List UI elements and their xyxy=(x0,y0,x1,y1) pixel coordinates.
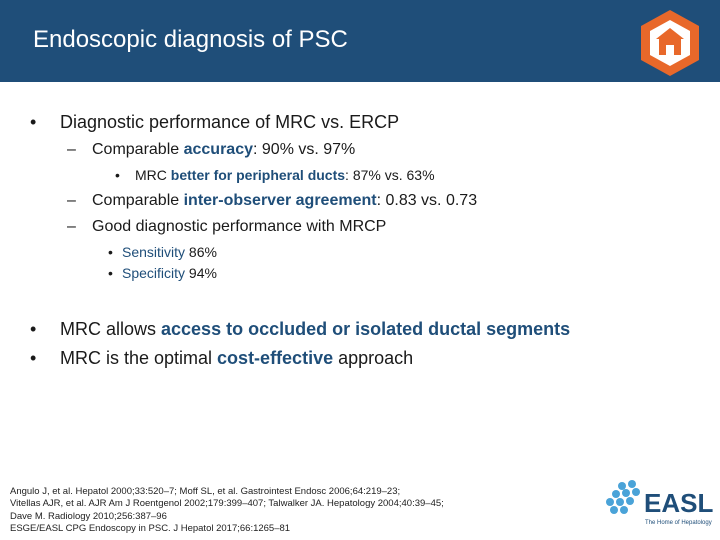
bullet-text: approach xyxy=(333,348,414,368)
bullet-text: 86% xyxy=(185,244,217,260)
sub-bullet-agreement: – Comparable inter-observer agreement: 0.… xyxy=(67,192,477,210)
bullet-text: MRC xyxy=(135,167,171,183)
reference-line: Dave M. Radiology 2010;256:387–96 xyxy=(10,510,167,522)
highlight-text: cost-effective xyxy=(217,348,334,368)
highlight-text: inter-observer agreement xyxy=(183,192,377,209)
home-icon[interactable] xyxy=(638,8,702,78)
bullet-text: : 87% vs. 63% xyxy=(345,167,435,183)
bullet-text: : 90% vs. 97% xyxy=(253,141,356,158)
bullet-text: : 0.83 vs. 0.73 xyxy=(376,192,478,209)
bullet-cost-effective: • MRC is the optimal cost-effective appro… xyxy=(30,348,413,369)
reference-line: ESGE/EASL CPG Endoscopy in PSC. J Hepato… xyxy=(10,522,291,534)
sub-sub-bullet-specificity: • Specificity 94% xyxy=(108,265,217,281)
bullet-marker: • xyxy=(30,348,37,368)
bullet-marker: • xyxy=(30,112,37,132)
sub-bullet-accuracy: – Comparable accuracy: 90% vs. 97% xyxy=(67,141,355,159)
bullet-marker: – xyxy=(67,192,76,209)
highlight-text: access to occluded or isolated ductal se… xyxy=(161,319,571,339)
sub-sub-bullet-sensitivity: • Sensitivity 86% xyxy=(108,244,217,260)
highlight-text: Specificity xyxy=(122,265,186,281)
highlight-text: better for peripheral ducts xyxy=(170,167,346,183)
bullet-text: Comparable xyxy=(92,192,184,209)
bullet-text: Diagnostic performance of MRC vs. ERCP xyxy=(60,112,400,132)
bullet-marker: • xyxy=(30,319,37,339)
bullet-text: MRC is the optimal xyxy=(60,348,218,368)
bullet-text: 94% xyxy=(185,265,217,281)
bullet-marker: – xyxy=(67,141,76,158)
sub-bullet-mrcp: – Good diagnostic performance with MRCP xyxy=(67,218,386,236)
reference-line: Vitellas AJR, et al. AJR Am J Roentgenol… xyxy=(10,498,444,510)
bullet-marker: • xyxy=(115,167,120,183)
bullet-text: MRC allows xyxy=(60,319,162,339)
slide-header: Endoscopic diagnosis of PSC xyxy=(0,0,720,82)
easl-logo-dots-icon xyxy=(606,480,640,514)
easl-logo-wordmark: EASL xyxy=(644,488,713,518)
easl-logo: EASL The Home of Hepatology xyxy=(606,480,713,526)
bullet-marker: • xyxy=(108,265,113,281)
references: Angulo J, et al. Hepatol 2000;33:520–7; … xyxy=(10,486,444,535)
bullet-marker: – xyxy=(67,218,76,235)
highlight-text: Sensitivity xyxy=(122,244,186,260)
sub-sub-bullet-peripheral: • MRC better for peripheral ducts: 87% vs… xyxy=(115,167,435,183)
bullet-text: Good diagnostic performance with MRCP xyxy=(92,218,387,235)
bullet-text: Comparable xyxy=(92,141,184,158)
bullet-marker: • xyxy=(108,244,113,260)
slide-title: Endoscopic diagnosis of PSC xyxy=(33,26,348,53)
easl-logo-tagline: The Home of Hepatology xyxy=(645,520,712,526)
reference-line: Angulo J, et al. Hepatol 2000;33:520–7; … xyxy=(10,486,401,497)
bullet-access: • MRC allows access to occluded or isolat… xyxy=(30,319,570,340)
highlight-text: accuracy xyxy=(183,141,253,158)
bullet-diagnostic-performance: • Diagnostic performance of MRC vs. ERCP xyxy=(30,112,399,133)
